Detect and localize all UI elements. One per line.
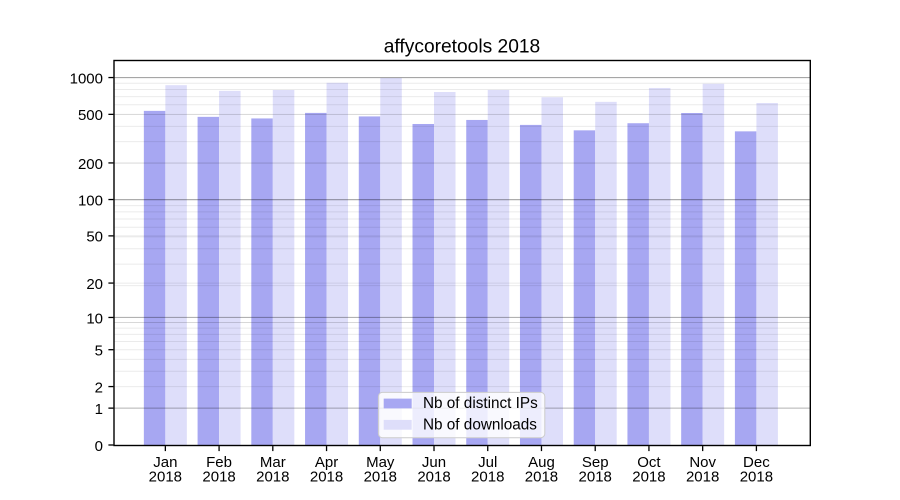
- svg-text:1: 1: [95, 401, 103, 418]
- svg-text:5: 5: [95, 343, 103, 360]
- svg-text:2018: 2018: [686, 468, 719, 485]
- svg-text:May: May: [366, 454, 395, 471]
- svg-text:1000: 1000: [70, 70, 103, 87]
- svg-text:20: 20: [86, 276, 103, 293]
- svg-text:200: 200: [78, 156, 103, 173]
- svg-text:2018: 2018: [471, 468, 504, 485]
- svg-text:Nov: Nov: [689, 454, 716, 471]
- svg-text:2: 2: [95, 379, 103, 396]
- svg-text:500: 500: [78, 107, 103, 124]
- svg-text:affycoretools 2018: affycoretools 2018: [384, 36, 540, 57]
- svg-text:100: 100: [78, 192, 103, 209]
- svg-text:2018: 2018: [364, 468, 397, 485]
- svg-text:2018: 2018: [740, 468, 773, 485]
- svg-text:Dec: Dec: [743, 454, 770, 471]
- svg-text:2018: 2018: [417, 468, 450, 485]
- svg-text:Nb of distinct IPs: Nb of distinct IPs: [423, 395, 538, 412]
- svg-text:Jan: Jan: [153, 454, 177, 471]
- svg-text:50: 50: [86, 229, 103, 246]
- svg-text:2018: 2018: [256, 468, 289, 485]
- svg-text:2018: 2018: [525, 468, 558, 485]
- svg-text:10: 10: [86, 310, 103, 327]
- svg-text:Oct: Oct: [637, 454, 661, 471]
- svg-text:Apr: Apr: [315, 454, 338, 471]
- svg-text:Feb: Feb: [206, 454, 232, 471]
- svg-text:2018: 2018: [579, 468, 612, 485]
- svg-text:2018: 2018: [310, 468, 343, 485]
- svg-text:Mar: Mar: [260, 454, 286, 471]
- svg-text:Jun: Jun: [422, 454, 446, 471]
- svg-text:Nb of downloads: Nb of downloads: [423, 416, 537, 433]
- svg-text:2018: 2018: [202, 468, 235, 485]
- svg-text:0: 0: [95, 438, 103, 455]
- svg-text:Sep: Sep: [582, 454, 609, 471]
- svg-text:Jul: Jul: [478, 454, 497, 471]
- svg-text:Aug: Aug: [528, 454, 555, 471]
- svg-text:2018: 2018: [149, 468, 182, 485]
- svg-text:2018: 2018: [632, 468, 665, 485]
